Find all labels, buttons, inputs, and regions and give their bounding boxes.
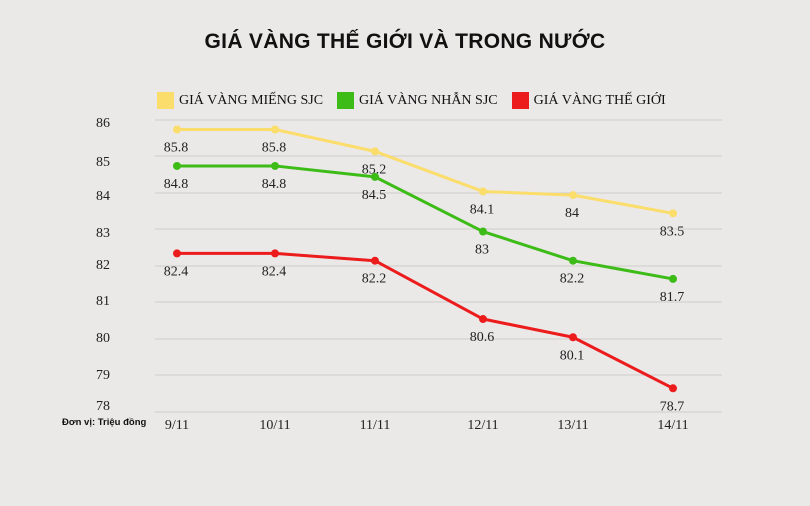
y-tick-label-78: 78: [96, 399, 110, 414]
y-tick-label-80: 80: [96, 331, 110, 346]
series-line-world: [175, 251, 675, 390]
series-line-sjc-bar: [175, 127, 675, 215]
data-label-world-4: 80.1: [560, 348, 585, 363]
data-point-sjc-bar-4: [569, 191, 577, 200]
data-point-sjc-ring-1: [271, 161, 279, 170]
chart-title: GIÁ VÀNG THẾ GIỚI VÀ TRONG NƯỚC: [204, 30, 606, 53]
data-point-sjc-ring-5: [669, 274, 677, 283]
y-tick-label-85: 85: [96, 155, 110, 170]
data-label-sjc-ring-2: 84.5: [362, 188, 387, 203]
data-label-sjc-bar-3: 84.1: [470, 202, 495, 217]
x-tick-label-13/11: 13/11: [557, 418, 588, 433]
data-point-world-0: [173, 249, 181, 258]
y-tick-label-83: 83: [96, 226, 110, 241]
data-point-world-3: [479, 315, 487, 324]
data-label-world-3: 80.6: [470, 330, 495, 345]
data-point-world-2: [371, 256, 379, 265]
data-point-sjc-bar-2: [371, 147, 379, 156]
y-tick-label-86: 86: [96, 116, 110, 131]
data-point-sjc-bar-1: [271, 125, 279, 134]
y-tick-label-79: 79: [96, 368, 110, 383]
y-tick-label-81: 81: [96, 294, 110, 309]
data-point-world-5: [669, 384, 677, 393]
legend-item-sjc-bar: GIÁ VÀNG MIẾNG SJC: [157, 92, 323, 109]
data-point-sjc-bar-5: [669, 209, 677, 218]
data-label-sjc-ring-5: 81.7: [660, 290, 685, 305]
x-tick-label-14/11: 14/11: [657, 418, 688, 433]
series-line-sjc-ring: [175, 164, 675, 281]
legend: GIÁ VÀNG MIẾNG SJC GIÁ VÀNG NHẪN SJC GIÁ…: [157, 92, 680, 109]
data-point-sjc-ring-3: [479, 227, 487, 236]
data-label-sjc-ring-0: 84.8: [164, 177, 189, 192]
data-point-sjc-bar-0: [173, 125, 181, 134]
legend-swatch-world: [511, 92, 529, 109]
data-label-sjc-bar-4: 84: [565, 206, 579, 221]
data-point-sjc-ring-2: [371, 172, 379, 181]
data-point-sjc-bar-3: [479, 187, 487, 196]
data-point-sjc-ring-0: [173, 161, 181, 170]
data-label-sjc-bar-2: 85.2: [362, 162, 387, 177]
data-label-sjc-ring-3: 83: [475, 243, 489, 258]
data-label-sjc-ring-4: 82.2: [560, 272, 585, 287]
x-tick-label-10/11: 10/11: [259, 418, 290, 433]
data-point-sjc-ring-4: [569, 256, 577, 265]
data-label-sjc-bar-1: 85.8: [262, 140, 287, 155]
data-point-world-1: [271, 249, 279, 258]
data-label-sjc-bar-5: 83.5: [660, 224, 685, 239]
x-tick-label-12/11: 12/11: [467, 418, 498, 433]
legend-swatch-sjc-bar: [157, 92, 174, 109]
legend-label-world: GIÁ VÀNG THẾ GIỚI: [533, 92, 666, 108]
data-label-world-0: 82.4: [164, 264, 189, 279]
data-label-world-1: 82.4: [262, 264, 287, 279]
y-tick-label-82: 82: [96, 258, 110, 273]
data-label-world-5: 78.7: [660, 399, 685, 414]
legend-swatch-sjc-ring: [337, 92, 355, 109]
legend-label-sjc-ring: GIÁ VÀNG NHẪN SJC: [359, 92, 498, 108]
data-point-world-4: [569, 333, 577, 342]
data-label-sjc-bar-0: 85.8: [164, 140, 189, 155]
data-label-world-2: 82.2: [362, 272, 387, 287]
x-tick-label-9/11: 9/11: [165, 418, 189, 433]
y-tick-label-84: 84: [96, 189, 110, 204]
unit-note: Đơn vị: Triệu đồng: [62, 417, 147, 428]
legend-label-sjc-bar: GIÁ VÀNG MIẾNG SJC: [179, 92, 324, 108]
legend-item-world: GIÁ VÀNG THẾ GIỚI: [511, 92, 666, 109]
legend-item-sjc-ring: GIÁ VÀNG NHẪN SJC: [337, 92, 498, 109]
data-label-sjc-ring-1: 84.8: [262, 177, 287, 192]
x-tick-label-11/11: 11/11: [360, 418, 391, 433]
